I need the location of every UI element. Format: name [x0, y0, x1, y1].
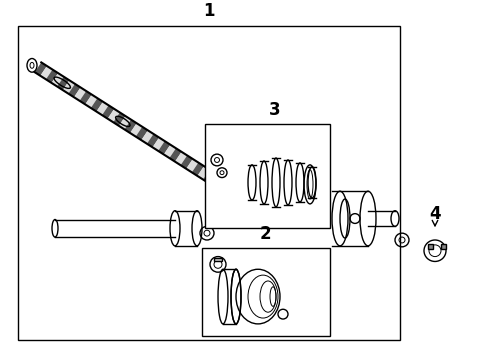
Polygon shape: [192, 163, 204, 176]
Polygon shape: [170, 148, 182, 162]
Polygon shape: [35, 62, 47, 76]
Polygon shape: [203, 170, 215, 183]
Polygon shape: [85, 95, 98, 108]
Polygon shape: [181, 156, 193, 169]
Polygon shape: [141, 130, 153, 144]
Polygon shape: [79, 91, 92, 104]
Polygon shape: [175, 152, 187, 165]
Text: 2: 2: [259, 225, 271, 243]
Polygon shape: [186, 159, 198, 172]
Polygon shape: [51, 73, 64, 86]
Polygon shape: [214, 177, 226, 190]
Polygon shape: [147, 134, 159, 147]
Polygon shape: [130, 123, 142, 136]
Polygon shape: [164, 145, 176, 158]
Polygon shape: [152, 138, 165, 151]
Text: 3: 3: [269, 101, 281, 119]
Polygon shape: [225, 184, 238, 197]
Polygon shape: [231, 188, 243, 201]
Polygon shape: [74, 87, 86, 101]
Bar: [441, 244, 446, 249]
Polygon shape: [91, 98, 103, 112]
Bar: [214, 257, 222, 261]
Polygon shape: [102, 105, 114, 119]
Text: 1: 1: [203, 3, 215, 21]
Polygon shape: [119, 116, 131, 130]
Polygon shape: [220, 180, 232, 194]
Polygon shape: [209, 173, 221, 187]
Text: 4: 4: [429, 204, 441, 222]
Polygon shape: [69, 84, 80, 97]
Polygon shape: [205, 124, 330, 228]
Polygon shape: [202, 248, 330, 336]
Polygon shape: [158, 141, 171, 154]
Polygon shape: [40, 66, 52, 79]
Polygon shape: [63, 80, 75, 94]
Polygon shape: [46, 69, 58, 83]
Polygon shape: [113, 112, 125, 126]
Polygon shape: [197, 166, 210, 180]
Polygon shape: [108, 109, 120, 122]
Bar: [428, 244, 433, 249]
Polygon shape: [97, 102, 109, 115]
Polygon shape: [57, 77, 70, 90]
Polygon shape: [124, 120, 137, 133]
Polygon shape: [136, 127, 148, 140]
